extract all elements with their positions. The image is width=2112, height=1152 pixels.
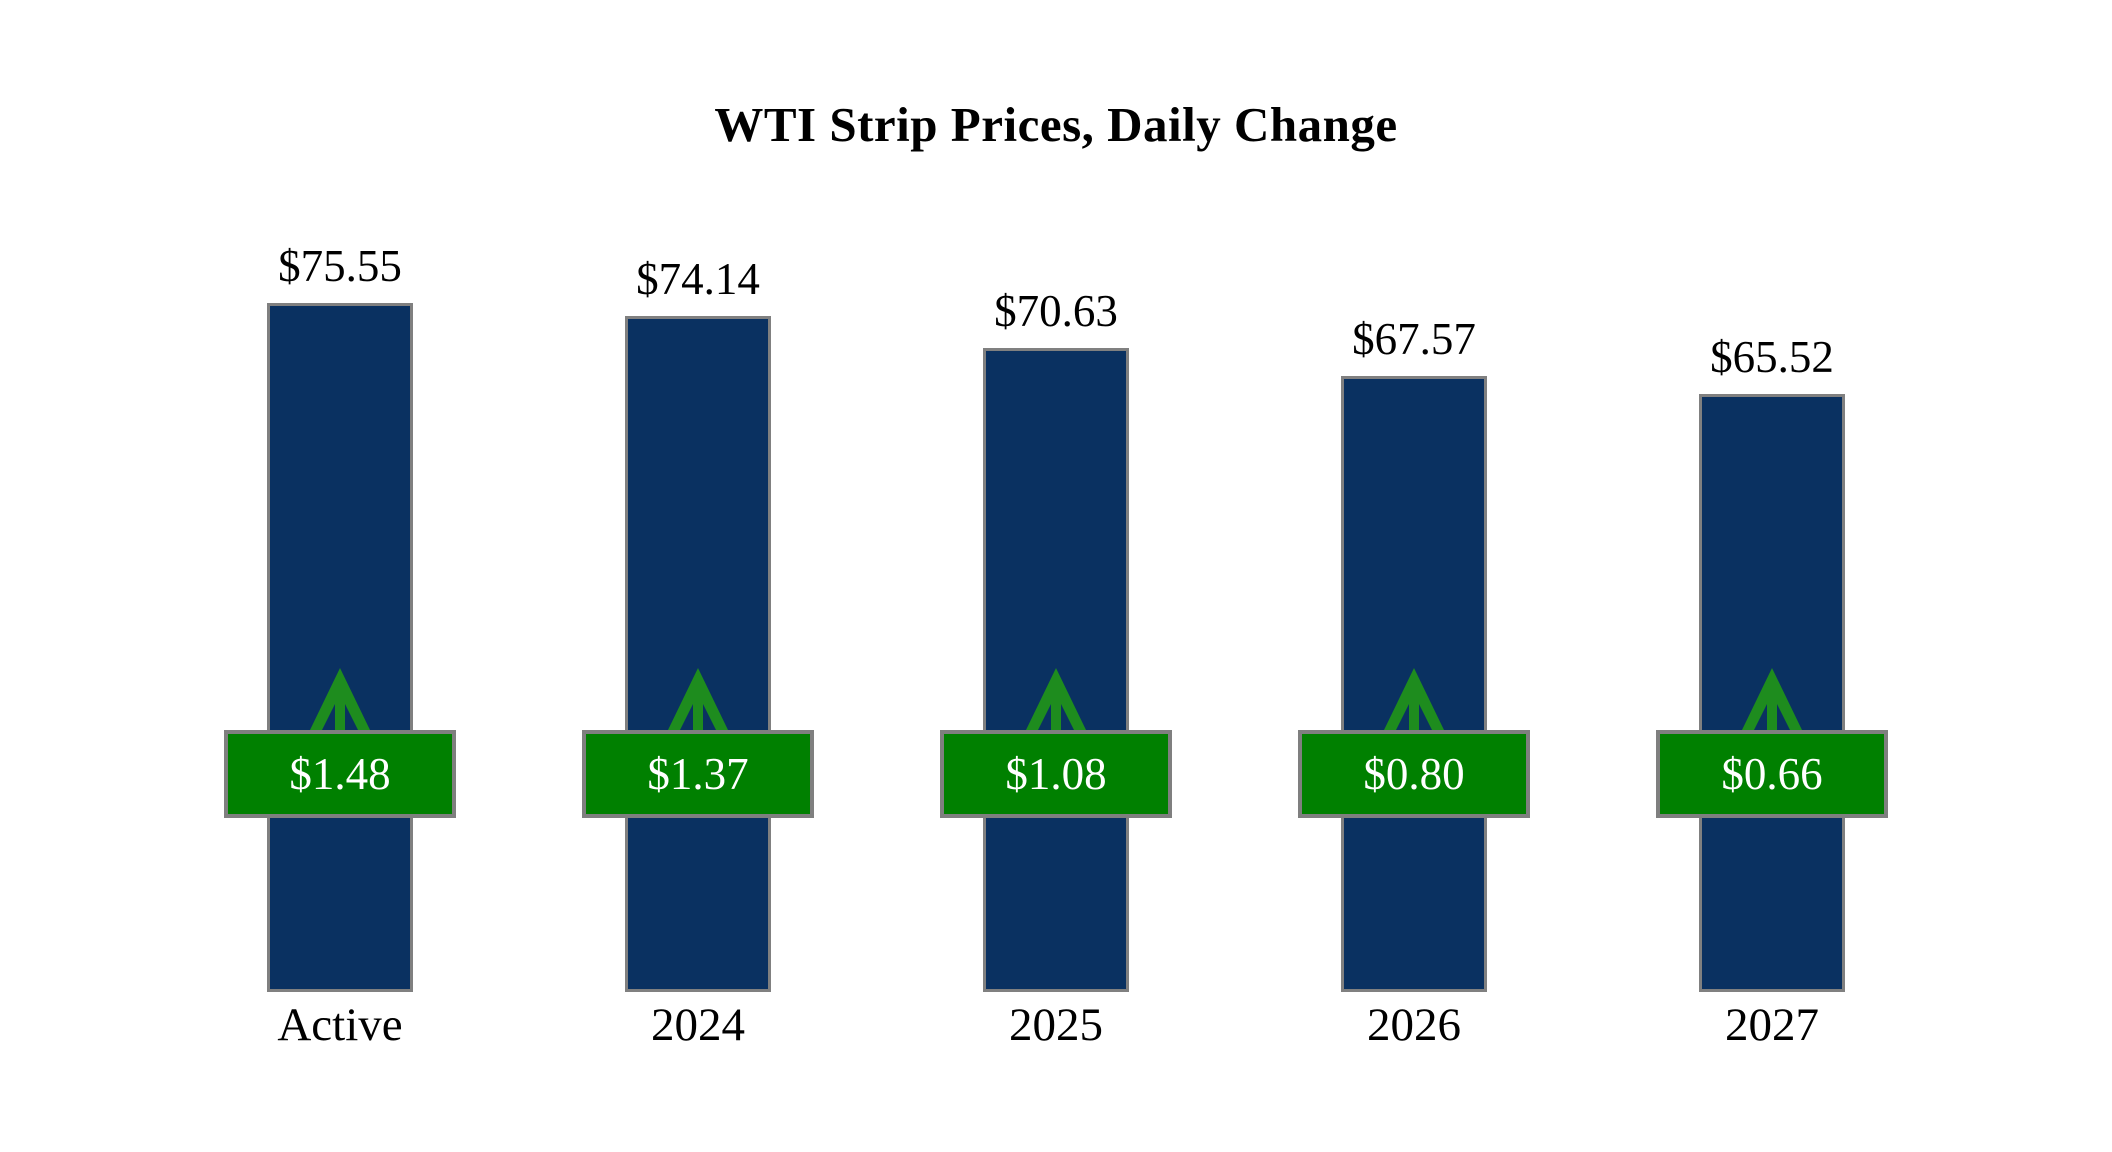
bar-group: $65.52 $0.66 2027	[1593, 0, 1951, 1152]
category-label: 2027	[1725, 999, 1819, 1051]
price-label: $70.63	[994, 286, 1118, 336]
bar-group: $75.55 $1.48 Active	[161, 0, 519, 1152]
price-label: $75.55	[278, 241, 402, 291]
bar-chart: $75.55 $1.48 Active $74.14 $1.37 2024	[161, 0, 1951, 1152]
up-arrow-icon	[668, 668, 728, 732]
up-arrow-icon	[1742, 668, 1802, 732]
bar	[1341, 376, 1487, 992]
change-badge: $1.37	[582, 730, 814, 818]
up-arrow-icon	[310, 668, 370, 732]
up-arrow-icon	[1384, 668, 1444, 732]
price-label: $65.52	[1710, 332, 1834, 382]
change-label: $1.48	[289, 748, 391, 799]
bar	[267, 303, 413, 992]
change-badge: $0.80	[1298, 730, 1530, 818]
chart-title: WTI Strip Prices, Daily Change	[714, 97, 1398, 152]
price-label: $74.14	[636, 254, 760, 304]
change-badge: $1.08	[940, 730, 1172, 818]
change-label: $1.37	[647, 748, 749, 799]
change-badge: $1.48	[224, 730, 456, 818]
bar-group: $67.57 $0.80 2026	[1235, 0, 1593, 1152]
category-label: Active	[277, 999, 403, 1051]
category-label: 2024	[651, 999, 745, 1051]
category-label: 2026	[1367, 999, 1461, 1051]
category-label: 2025	[1009, 999, 1103, 1051]
change-label: $0.80	[1363, 748, 1465, 799]
change-label: $0.66	[1721, 748, 1823, 799]
bar-group: $70.63 $1.08 2025	[877, 0, 1235, 1152]
change-label: $1.08	[1005, 748, 1107, 799]
bar	[625, 316, 771, 992]
change-badge: $0.66	[1656, 730, 1888, 818]
bar-group: $74.14 $1.37 2024	[519, 0, 877, 1152]
up-arrow-icon	[1026, 668, 1086, 732]
price-label: $67.57	[1352, 314, 1476, 364]
